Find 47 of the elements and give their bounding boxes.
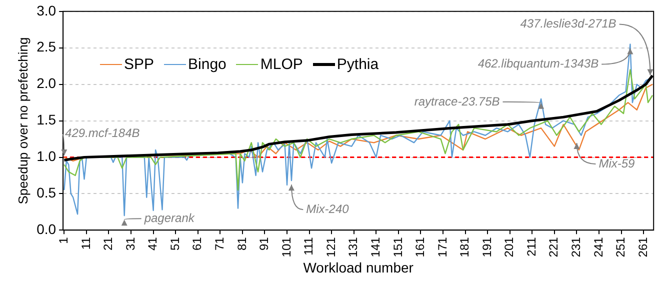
legend-label: Bingo xyxy=(188,56,226,73)
x-tick-label: 61 xyxy=(190,236,204,251)
annotation: 429.mcf-184B xyxy=(65,126,140,140)
y-tick-label: 1.0 xyxy=(36,148,56,164)
x-tick-label: 111 xyxy=(302,236,316,256)
annotation: Mix-59 xyxy=(598,156,636,170)
annotation: raytrace-23.75B xyxy=(414,94,500,108)
x-tick-label: 261 xyxy=(636,236,650,258)
legend-label: MLOP xyxy=(260,56,303,73)
legend-label: SPP xyxy=(124,56,154,73)
x-tick-label: 201 xyxy=(502,236,516,258)
x-tick-label: 51 xyxy=(168,236,182,251)
x-tick-label: 141 xyxy=(368,236,382,258)
y-axis-title: Speedup over no prefetching xyxy=(15,37,30,204)
x-tick-label: 91 xyxy=(257,236,272,251)
x-tick-label: 181 xyxy=(458,236,472,258)
x-tick-label: 211 xyxy=(524,236,538,256)
x-tick-label: 31 xyxy=(123,236,138,251)
x-tick-label: 221 xyxy=(546,236,561,258)
x-tick-label: 131 xyxy=(346,236,360,258)
x-tick-label: 101 xyxy=(279,236,294,258)
x-tick-label: 151 xyxy=(390,236,405,258)
y-tick-label: 2.5 xyxy=(36,38,56,55)
annotation: Mix-240 xyxy=(306,202,350,216)
x-tick-label: 161 xyxy=(413,236,428,258)
x-axis-title: Workload number xyxy=(303,259,414,276)
x-tick-label: 191 xyxy=(480,236,494,258)
y-tick-label: 0.0 xyxy=(36,221,56,238)
x-tick-label: 121 xyxy=(324,236,338,258)
x-tick-label: 71 xyxy=(212,236,226,251)
x-tick-label: 171 xyxy=(435,236,450,258)
y-tick-label: 3.0 xyxy=(36,2,56,18)
y-tick-label: 0.5 xyxy=(36,184,56,201)
annotation: 462.libquantum-1343B xyxy=(478,56,599,71)
x-tick-label: 21 xyxy=(101,236,116,251)
x-tick-label: 81 xyxy=(234,236,249,251)
x-tick-label: 251 xyxy=(614,236,628,258)
annotation: 437.leslie3d-271B xyxy=(520,16,616,31)
x-tick-label: 231 xyxy=(569,236,584,258)
y-tick-label: 1.5 xyxy=(36,112,56,128)
annotation: pagerank xyxy=(143,210,196,225)
x-tick-label: 11 xyxy=(78,236,93,250)
legend-label: Pythia xyxy=(336,56,379,73)
x-tick-label: 41 xyxy=(146,236,160,251)
x-tick-label: 241 xyxy=(591,236,606,258)
y-tick-label: 2.0 xyxy=(36,75,56,92)
x-tick-label: 1 xyxy=(56,236,70,244)
